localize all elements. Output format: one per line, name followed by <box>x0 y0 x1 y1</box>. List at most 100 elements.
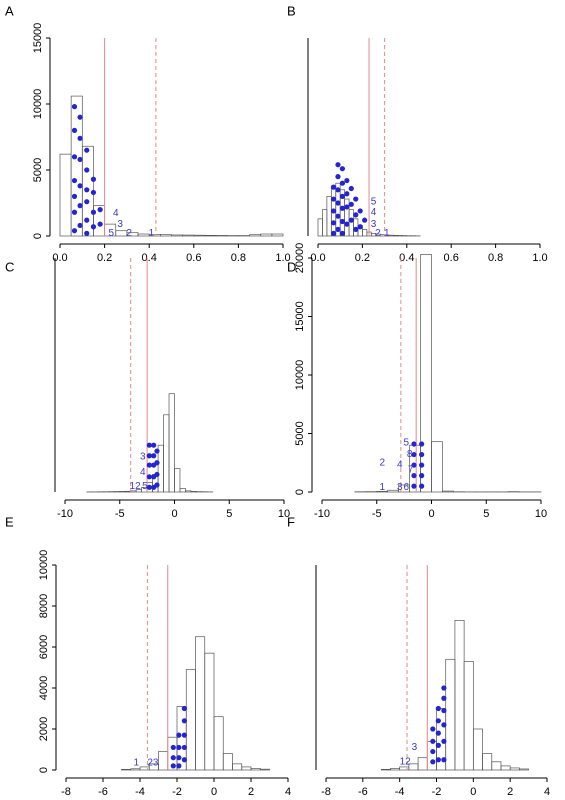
x-tick-label: -2 <box>172 786 182 798</box>
hist-bar <box>222 753 233 771</box>
x-tick-label: 10 <box>535 508 547 520</box>
annotation: 1 <box>379 482 385 493</box>
hist-bar <box>204 234 217 237</box>
data-point <box>176 755 182 761</box>
data-point <box>435 718 441 724</box>
data-point <box>335 226 341 232</box>
data-point <box>84 199 90 205</box>
data-point <box>348 185 354 192</box>
hist-bar <box>322 209 328 237</box>
y-tick-label: 10000 <box>38 550 50 581</box>
hist-bar <box>259 768 270 771</box>
data-point <box>154 471 160 478</box>
data-point <box>430 726 436 732</box>
hist-bar <box>115 230 128 237</box>
data-point <box>151 453 157 459</box>
hist-bar <box>158 751 169 771</box>
data-point <box>430 748 436 755</box>
data-point <box>335 162 341 168</box>
data-point <box>330 208 337 214</box>
x-tick-label: -4 <box>395 786 405 798</box>
data-point <box>84 187 90 193</box>
annotation: 1 <box>149 228 155 239</box>
hist-bar <box>390 768 401 771</box>
data-point <box>344 191 350 197</box>
hist-bar <box>260 233 273 237</box>
data-point <box>71 177 78 184</box>
hist-bar <box>500 765 511 771</box>
data-point <box>335 187 341 193</box>
data-point <box>344 221 350 227</box>
data-point <box>339 180 346 186</box>
x-tick-label: -10 <box>57 508 73 520</box>
data-point <box>90 189 97 196</box>
hist-bar <box>130 768 141 771</box>
data-point <box>146 484 152 490</box>
data-point <box>441 707 447 714</box>
data-point <box>441 738 447 744</box>
data-point <box>344 204 350 210</box>
panel-label: C <box>5 259 14 274</box>
data-point <box>435 757 441 763</box>
data-point <box>146 462 152 468</box>
x-tick-label: 0 <box>171 508 177 520</box>
y-tick-label: 10000 <box>294 360 306 391</box>
panel-label: A <box>5 3 14 18</box>
data-point <box>77 114 83 120</box>
hist-bar <box>463 660 474 771</box>
data-point <box>353 226 359 232</box>
x-tick-label: 10 <box>278 508 290 520</box>
annotation: 12 <box>130 481 142 492</box>
data-point <box>357 224 363 230</box>
data-point <box>339 205 346 211</box>
y-tick-label: 10000 <box>32 89 44 120</box>
data-point <box>71 228 78 234</box>
hist-bar <box>445 658 456 771</box>
data-point <box>411 483 417 489</box>
data-point <box>77 156 83 163</box>
x-tick-label: 5 <box>483 508 489 520</box>
x-tick-label: -8 <box>321 786 331 798</box>
data-point <box>339 230 346 236</box>
data-point <box>71 154 78 160</box>
x-tick-label: 2 <box>248 786 254 798</box>
data-point <box>344 177 350 184</box>
x-tick-label: -10 <box>314 508 330 520</box>
x-tick-label: 4 <box>544 786 550 798</box>
hist-bar <box>185 490 192 493</box>
data-point <box>181 718 187 724</box>
y-tick-label: 15000 <box>294 301 306 332</box>
x-tick-label: 2 <box>507 786 513 798</box>
data-point <box>181 744 187 751</box>
hist-bar <box>232 763 243 771</box>
hist-bar <box>397 235 403 237</box>
data-point <box>411 441 417 447</box>
data-point <box>154 460 160 466</box>
annotation: 7 <box>408 464 414 475</box>
hist-bar <box>454 619 465 771</box>
annotation: 3 <box>412 742 418 753</box>
data-point <box>170 763 176 769</box>
data-point <box>339 218 346 225</box>
y-tick-label: 20000 <box>294 243 306 274</box>
x-tick-label: 5 <box>226 508 232 520</box>
x-tick-label: 0.6 <box>444 252 459 264</box>
hist-bar <box>59 153 72 237</box>
data-point <box>146 442 152 448</box>
data-point <box>71 209 78 215</box>
annotation: 6 <box>404 482 410 493</box>
y-tick-label: 8000 <box>38 594 50 618</box>
hist-bar <box>249 234 262 237</box>
x-tick-label: -4 <box>135 786 145 798</box>
data-point <box>330 196 337 202</box>
annotation: 4 <box>397 460 403 471</box>
x-tick-label: 1.0 <box>532 252 547 264</box>
data-point <box>419 473 425 479</box>
data-point <box>181 705 187 712</box>
hist-bar <box>204 652 215 771</box>
hist-bar <box>472 728 483 771</box>
annotation: 3 <box>117 219 123 230</box>
data-point <box>146 453 152 459</box>
hist-bar <box>420 254 432 493</box>
